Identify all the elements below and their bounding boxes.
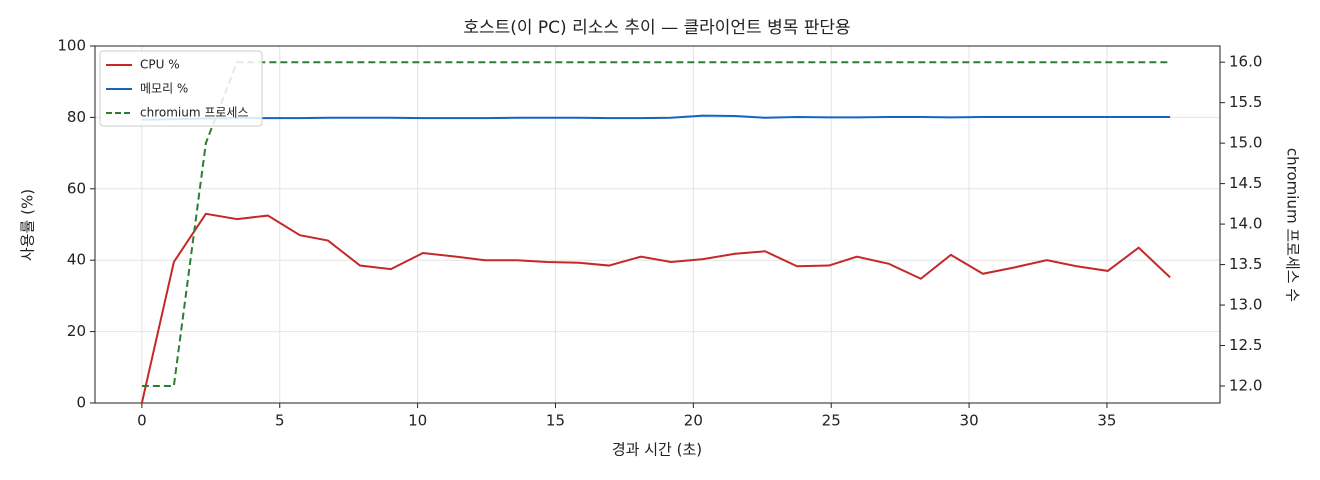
x-tick-label: 15: [546, 412, 565, 430]
legend-label: CPU %: [140, 58, 180, 72]
legend-box: [99, 50, 263, 127]
y2-tick-label: 13.5: [1229, 255, 1262, 273]
series-line: [140, 212, 1171, 404]
y2-tick-label: 12.5: [1229, 336, 1262, 354]
x-tick-label: 0: [137, 412, 147, 430]
y2-axis-label: chromium 프로세스 수: [1284, 148, 1302, 302]
series-line: [141, 114, 1171, 121]
y-tick-label: 20: [67, 322, 86, 340]
y2-tick-label: 15.5: [1229, 93, 1262, 111]
y2-tick-label: 15.0: [1229, 134, 1262, 152]
y-tick-label: 40: [67, 251, 86, 269]
x-axis-label: 경과 시간 (초): [612, 441, 702, 459]
y-tick-label: 80: [67, 108, 86, 126]
y-axis-label: 사용률 (%): [19, 189, 37, 261]
series-line: [141, 61, 1171, 387]
x-tick-label: 30: [960, 412, 979, 430]
x-tick-label: 35: [1097, 412, 1116, 430]
x-tick-label: 10: [408, 412, 427, 430]
legend-label: 메모리 %: [140, 82, 188, 96]
y2-tick-label: 14.5: [1229, 174, 1262, 192]
y2-tick-label: 16.0: [1229, 53, 1262, 71]
chart-title: 호스트(이 PC) 리소스 추이 — 클라이언트 병목 판단용: [463, 18, 850, 38]
legend-label: chromium 프로세스: [140, 106, 249, 120]
y-tick-label: 60: [67, 179, 86, 197]
x-tick-label: 25: [822, 412, 841, 430]
y2-tick-label: 14.0: [1229, 215, 1262, 233]
x-tick-label: 5: [275, 412, 285, 430]
x-tick-label: 20: [684, 412, 703, 430]
plot-frame: [94, 45, 1221, 404]
y-tick-label: 0: [76, 394, 86, 412]
y2-tick-label: 12.0: [1229, 377, 1262, 395]
y-tick-label: 100: [57, 37, 86, 55]
y2-tick-label: 13.0: [1229, 296, 1262, 314]
